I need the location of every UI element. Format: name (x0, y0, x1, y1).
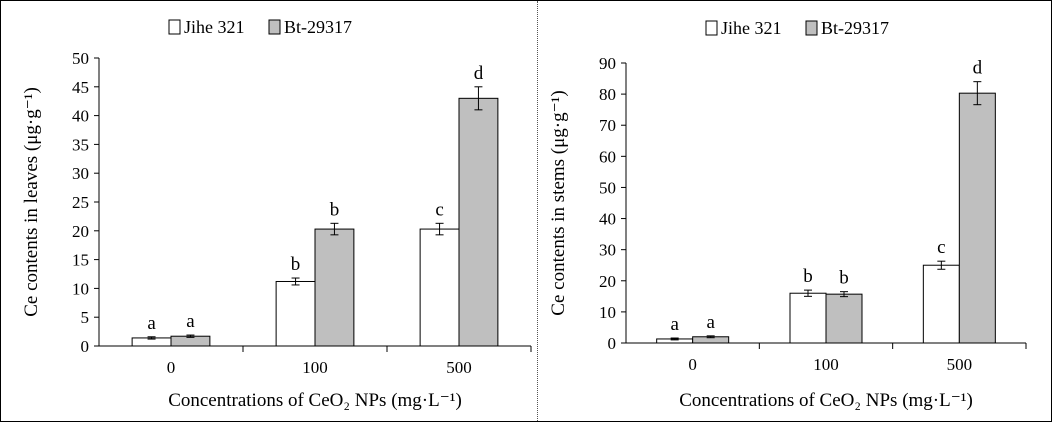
y-tick-label: 50 (599, 178, 616, 197)
significance-letter: b (291, 254, 301, 275)
significance-letter: a (670, 314, 679, 335)
y-axis-label: Ce contents in stems (μg·g⁻¹) (548, 90, 569, 315)
y-axis-label: Ce contents in leaves (μg·g⁻¹) (21, 87, 42, 317)
legend-label: Bt-29317 (284, 17, 352, 37)
bar-jihe-321 (922, 264, 960, 344)
bar-bt-29317 (314, 228, 355, 347)
significance-letter: c (435, 199, 443, 220)
legend-swatch (168, 19, 181, 35)
bar-bt-29317 (825, 293, 863, 344)
legend-label: Jihe 321 (721, 18, 782, 38)
y-tick-label: 25 (72, 193, 89, 212)
y-tick-label: 40 (599, 210, 616, 229)
x-tick-label: 0 (167, 358, 176, 377)
y-tick-label: 40 (72, 107, 89, 126)
y-tick-label: 35 (72, 135, 89, 154)
y-tick-label: 90 (599, 54, 616, 73)
bar-bt-29317 (458, 97, 499, 347)
bar-jihe-321 (789, 292, 827, 344)
y-tick-label: 60 (599, 147, 616, 166)
significance-letter: a (186, 311, 195, 332)
legend-swatch (705, 20, 718, 36)
legend-label: Jihe 321 (184, 17, 245, 37)
significance-letter: b (330, 199, 340, 220)
y-tick-label: 20 (72, 222, 89, 241)
x-tick-label: 500 (947, 355, 973, 374)
legend-label: Bt-29317 (821, 18, 889, 38)
y-tick-label: 80 (599, 85, 616, 104)
bar-bt-29317 (958, 92, 996, 344)
y-tick-label: 20 (599, 272, 616, 291)
significance-letter: b (839, 268, 849, 289)
x-tick-label: 500 (446, 358, 472, 377)
x-axis-label: Concentrations of CeO₂ NPs (mg·L⁻¹) (679, 390, 973, 411)
y-tick-label: 30 (599, 241, 616, 260)
legend-swatch (268, 19, 281, 35)
significance-letter: d (474, 63, 484, 84)
significance-letter: c (937, 237, 945, 258)
bar-jihe-321 (419, 228, 460, 347)
y-tick-label: 5 (81, 308, 90, 327)
significance-letter: a (706, 312, 715, 333)
significance-letter: a (147, 313, 156, 334)
significance-letter: b (803, 266, 813, 287)
y-tick-label: 45 (72, 78, 89, 97)
y-tick-label: 15 (72, 251, 89, 270)
x-axis-label: Concentrations of CeO₂ NPs (mg·L⁻¹) (168, 390, 462, 411)
y-tick-label: 70 (599, 116, 616, 135)
x-tick-label: 100 (813, 355, 839, 374)
y-tick-label: 0 (608, 334, 617, 353)
y-tick-label: 30 (72, 164, 89, 183)
bar-jihe-321 (275, 280, 316, 347)
legend-swatch (805, 20, 818, 36)
y-tick-label: 0 (81, 337, 90, 356)
y-tick-label: 50 (72, 49, 89, 68)
y-tick-label: 10 (599, 303, 616, 322)
significance-letter: d (973, 58, 983, 79)
panel-divider (537, 1, 538, 421)
chart-stems: 0 10 20 30 40 50 60 70 80 90 0 a a 100 b b 500 c d Jihe 321… (548, 18, 1027, 411)
x-tick-label: 100 (302, 358, 328, 377)
x-tick-label: 0 (688, 355, 697, 374)
y-tick-label: 10 (72, 279, 89, 298)
